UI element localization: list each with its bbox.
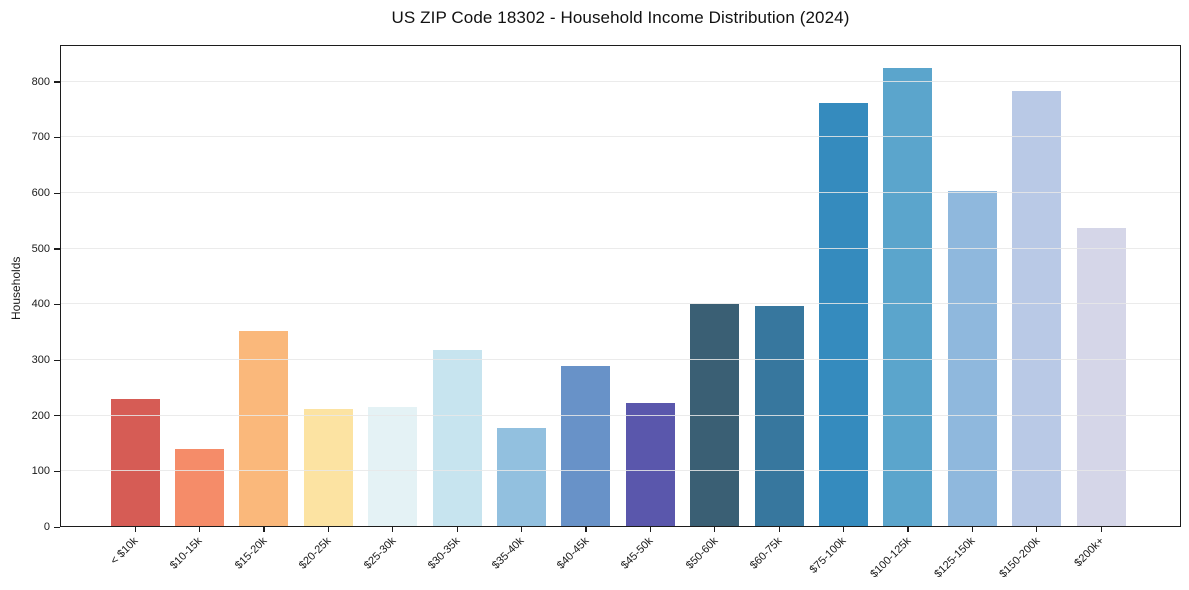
x-tick-mark <box>198 527 201 532</box>
plot-area <box>60 45 1181 527</box>
gridline-800 <box>60 80 1181 82</box>
x-tick-mark <box>842 527 845 532</box>
bar-3 <box>303 409 353 527</box>
y-tick-label: 600 <box>31 187 50 200</box>
gridline-300 <box>60 359 1181 361</box>
y-axis-label: Households <box>9 256 23 320</box>
y-tick-mark <box>54 248 60 250</box>
y-tick-mark <box>54 81 60 83</box>
gridline-500 <box>60 247 1181 249</box>
bar-1 <box>174 449 224 527</box>
gridline-200 <box>60 414 1181 416</box>
y-tick-mark <box>54 303 60 306</box>
x-tick-mark <box>585 527 587 532</box>
x-tick-mark <box>520 527 523 532</box>
x-tick-mark <box>134 527 136 532</box>
bar-5 <box>432 350 482 527</box>
bar-11 <box>818 102 868 527</box>
y-tick-label: 100 <box>31 465 50 478</box>
x-tick-mark <box>649 527 651 532</box>
bar-6 <box>496 427 546 527</box>
y-tick-mark <box>54 192 60 194</box>
y-tick-label: 300 <box>31 354 50 367</box>
bar-0 <box>110 399 160 527</box>
bar-8 <box>625 402 675 527</box>
y-tick-label: 0 <box>43 521 50 533</box>
x-tick-label: < $10k <box>108 535 141 568</box>
y-tick-mark <box>54 526 60 528</box>
y-tick-mark <box>54 415 60 417</box>
y-tick-mark <box>54 136 60 139</box>
y-tick-mark <box>54 470 60 473</box>
x-tick-mark <box>714 527 716 532</box>
bar-7 <box>561 366 611 527</box>
bar-14 <box>1012 90 1062 527</box>
y-tick-label: 800 <box>31 75 50 88</box>
gridline-700 <box>60 136 1181 138</box>
bar-4 <box>368 407 418 527</box>
bar-15 <box>1076 227 1126 527</box>
y-tick-label: 500 <box>31 242 50 255</box>
x-tick-mark <box>971 527 973 532</box>
x-tick-mark <box>1036 527 1038 532</box>
x-tick-mark <box>778 527 780 532</box>
y-tick-label: 400 <box>31 298 50 311</box>
x-tick-mark <box>392 527 394 532</box>
gridline-600 <box>60 192 1181 194</box>
bar-10 <box>754 306 804 527</box>
y-tick-label: 200 <box>31 409 50 422</box>
bar-2 <box>239 331 289 527</box>
bar-12 <box>883 67 933 527</box>
y-tick-mark <box>54 359 60 361</box>
x-tick-mark <box>263 527 265 532</box>
x-tick-mark <box>1100 527 1102 532</box>
gridline-100 <box>60 470 1181 472</box>
y-tick-label: 700 <box>31 131 50 144</box>
x-tick-mark <box>327 527 329 532</box>
gridline-400 <box>60 303 1181 305</box>
x-tick-mark <box>456 527 458 532</box>
x-tick-mark <box>907 527 909 532</box>
chart-title: US ZIP Code 18302 - Household Income Dis… <box>391 8 850 27</box>
